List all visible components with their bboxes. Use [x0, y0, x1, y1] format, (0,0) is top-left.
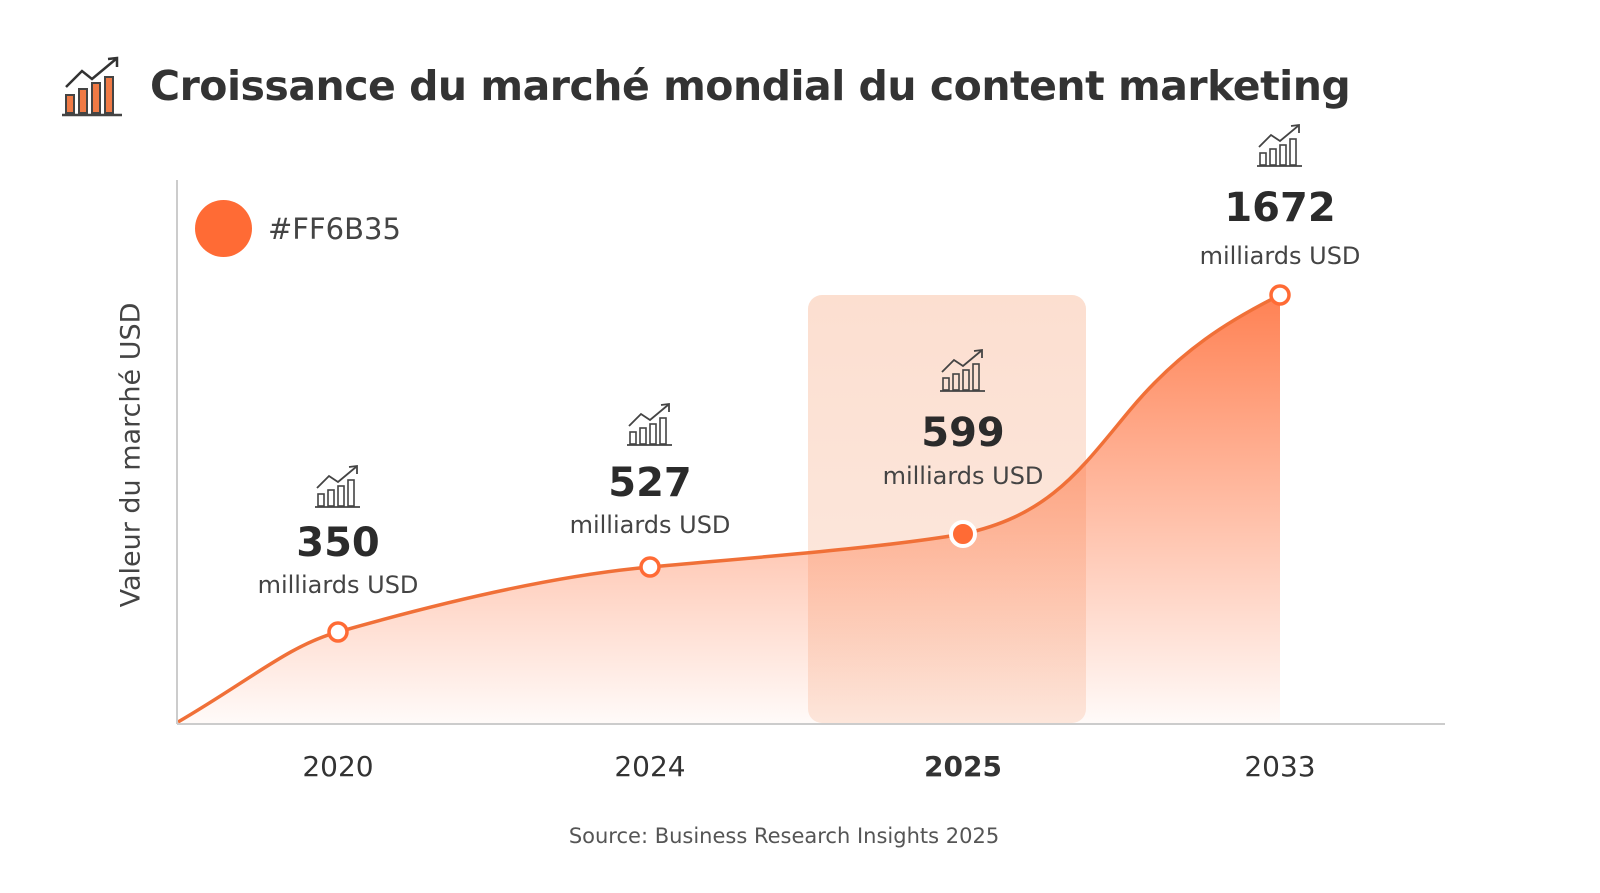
source-note: Source: Business Research Insights 2025 [568, 824, 1000, 848]
data-label-unit: milliards USD [883, 462, 1044, 490]
data-label-value: 1672 [1224, 185, 1335, 231]
data-point-2025 [949, 520, 977, 548]
bar-chart-growth-icon [626, 403, 673, 446]
x-tick-label: 2033 [1244, 750, 1315, 783]
data-point-2033 [1269, 284, 1291, 306]
series-area [178, 295, 1280, 724]
data-label-unit: milliards USD [1200, 242, 1361, 270]
data-label-value: 599 [921, 410, 1005, 456]
data-label-value: 350 [296, 520, 380, 566]
x-tick-label: 2020 [302, 750, 373, 783]
legend-label: #FF6B35 [268, 211, 401, 246]
data-point-2020 [327, 621, 349, 643]
data-point-2024 [639, 556, 661, 578]
data-label-unit: milliards USD [258, 571, 419, 599]
data-label-unit: milliards USD [570, 511, 731, 539]
x-tick-label: 2024 [614, 750, 685, 783]
legend: #FF6B35 [195, 200, 401, 257]
bar-chart-growth-icon [314, 465, 361, 508]
bar-chart-growth-icon [60, 55, 126, 125]
data-label-value: 527 [608, 460, 692, 506]
x-tick-label: 2025 [924, 750, 1002, 783]
legend-swatch [195, 200, 252, 257]
chart-title: Croissance du marché mondial du content … [150, 62, 1351, 110]
bar-chart-growth-icon [1256, 124, 1303, 167]
